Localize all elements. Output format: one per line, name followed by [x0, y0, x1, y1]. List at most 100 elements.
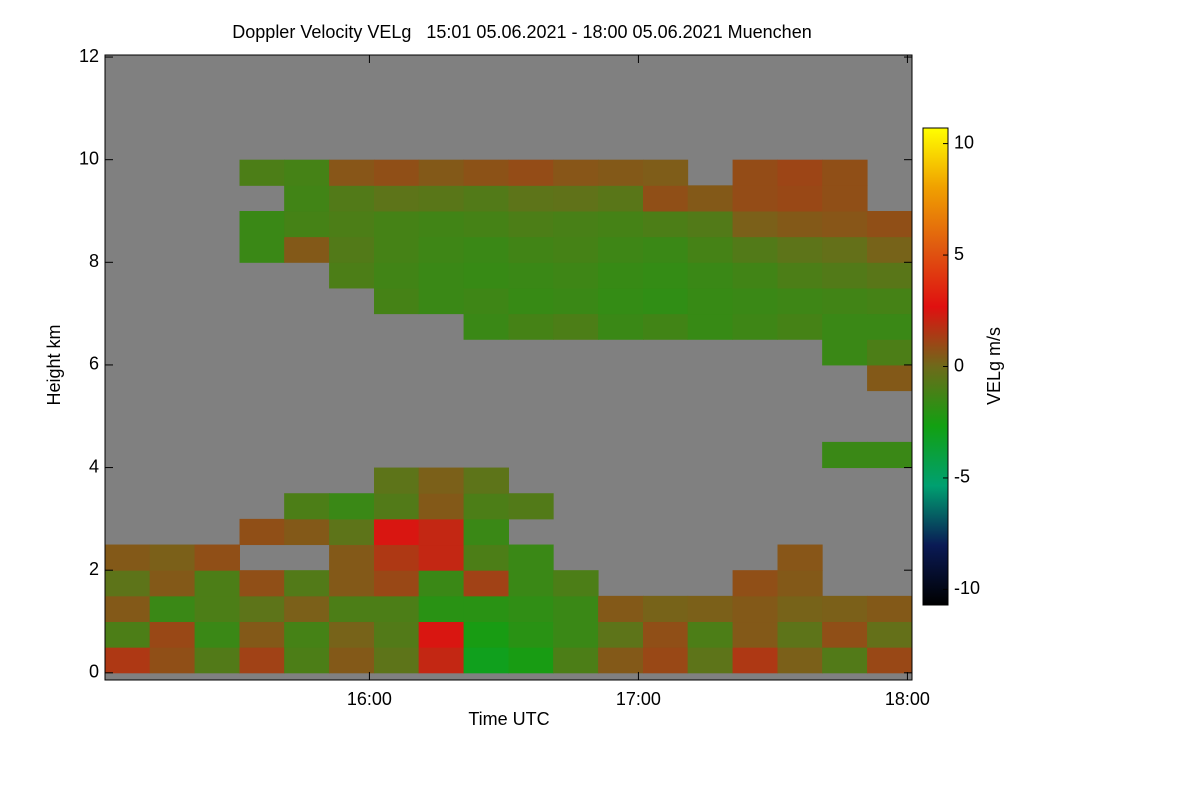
plot-frame	[104, 54, 913, 681]
heatmap-cell	[105, 621, 151, 648]
heatmap-cell	[284, 210, 330, 238]
heatmap-cell	[643, 262, 689, 289]
heatmap-cell	[418, 595, 465, 623]
heatmap-cell	[239, 647, 285, 674]
heatmap-cell	[687, 595, 734, 623]
heatmap	[105, 55, 913, 680]
heatmap-cell	[105, 595, 151, 623]
y-tick-label: 12	[79, 46, 99, 66]
heatmap-cell	[777, 210, 823, 238]
heatmap-cell	[598, 262, 644, 289]
heatmap-cell	[374, 647, 420, 674]
heatmap-cell	[374, 262, 420, 289]
heatmap-cell	[777, 159, 823, 186]
heatmap-cell	[598, 287, 644, 315]
heatmap-cell	[777, 570, 823, 597]
heatmap-cell	[284, 570, 330, 597]
heatmap-cell	[508, 647, 554, 674]
heatmap-cell	[463, 236, 509, 263]
heatmap-cell	[239, 159, 285, 186]
heatmap-cell	[463, 210, 509, 238]
heatmap-cell	[239, 210, 285, 238]
heatmap-cell	[418, 236, 465, 263]
heatmap-cell	[194, 544, 240, 571]
y-tick-label: 8	[89, 251, 99, 271]
heatmap-cell	[374, 621, 420, 648]
heatmap-cell	[463, 621, 509, 648]
heatmap-cell	[553, 210, 599, 238]
heatmap-cell	[105, 647, 151, 674]
heatmap-cell	[284, 518, 330, 546]
heatmap-cell	[508, 595, 554, 623]
heatmap-cell	[508, 236, 554, 263]
y-tick-label: 2	[89, 559, 99, 579]
heatmap-cell	[777, 287, 823, 315]
heatmap-cell	[687, 262, 734, 289]
heatmap-cell	[643, 159, 689, 186]
heatmap-cell	[149, 595, 196, 623]
heatmap-cell	[822, 647, 868, 674]
heatmap-cell	[553, 313, 599, 340]
heatmap-cell	[374, 159, 420, 186]
heatmap-cell	[463, 467, 509, 494]
heatmap-cell	[329, 518, 375, 546]
heatmap-cell	[643, 621, 689, 648]
heatmap-cell	[777, 544, 823, 571]
y-tick-label: 0	[89, 662, 99, 682]
heatmap-cell	[553, 647, 599, 674]
heatmap-cell	[329, 159, 375, 186]
heatmap-cell	[418, 544, 465, 571]
heatmap-cell	[374, 287, 420, 315]
heatmap-cell	[508, 621, 554, 648]
heatmap-cell	[687, 313, 734, 340]
heatmap-cell	[418, 493, 465, 520]
heatmap-cell	[687, 647, 734, 674]
x-axis-label: Time UTC	[468, 709, 549, 729]
heatmap-cell	[508, 262, 554, 289]
heatmap-cell	[777, 236, 823, 263]
heatmap-cell	[732, 262, 778, 289]
heatmap-cell	[687, 210, 734, 238]
y-tick-label: 6	[89, 354, 99, 374]
heatmap-cell	[329, 262, 375, 289]
heatmap-cell	[239, 595, 285, 623]
heatmap-cell	[732, 185, 778, 212]
heatmap-cell	[732, 313, 778, 340]
x-tick-label: 18:00	[885, 689, 930, 709]
heatmap-cell	[239, 621, 285, 648]
heatmap-cell	[553, 236, 599, 263]
heatmap-cell	[329, 570, 375, 597]
heatmap-cell	[284, 159, 330, 186]
heatmap-cell	[194, 621, 240, 648]
heatmap-cell	[463, 313, 509, 340]
heatmap-cell	[643, 595, 689, 623]
heatmap-cell	[732, 570, 778, 597]
heatmap-cell	[732, 287, 778, 315]
heatmap-cell	[329, 544, 375, 571]
heatmap-cell	[598, 595, 644, 623]
heatmap-cell	[508, 159, 554, 186]
heatmap-cell	[867, 621, 913, 648]
heatmap-cell	[463, 159, 509, 186]
heatmap-cell	[643, 287, 689, 315]
heatmap-cell	[777, 185, 823, 212]
heatmap-cell	[284, 493, 330, 520]
heatmap-cell	[643, 313, 689, 340]
heatmap-cell	[149, 621, 196, 648]
heatmap-cell	[374, 467, 420, 494]
heatmap-cell	[418, 262, 465, 289]
heatmap-cell	[194, 647, 240, 674]
heatmap-cell	[105, 570, 151, 597]
heatmap-cell	[598, 159, 644, 186]
heatmap-cell	[687, 287, 734, 315]
heatmap-cell	[284, 647, 330, 674]
heatmap-cell	[374, 595, 420, 623]
heatmap-cell	[329, 493, 375, 520]
heatmap-cell	[329, 647, 375, 674]
heatmap-cell	[822, 441, 868, 469]
heatmap-cell	[553, 570, 599, 597]
heatmap-cell	[822, 262, 868, 289]
chart-title: Doppler Velocity VELg 15:01 05.06.2021 -…	[232, 22, 811, 42]
heatmap-cell	[732, 159, 778, 186]
